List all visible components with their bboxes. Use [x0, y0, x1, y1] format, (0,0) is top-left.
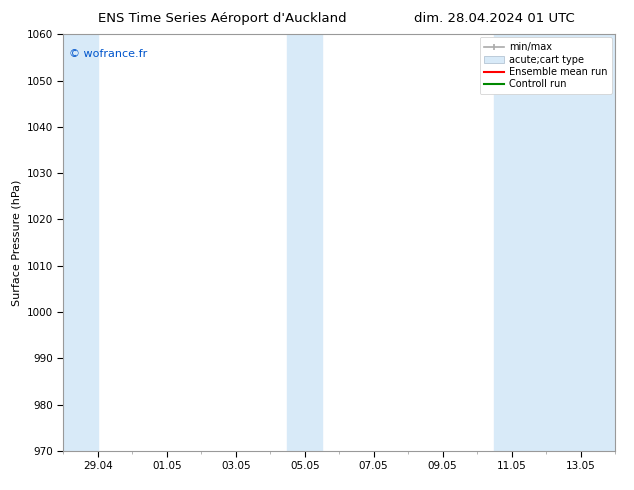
Text: dim. 28.04.2024 01 UTC: dim. 28.04.2024 01 UTC	[414, 12, 575, 25]
Text: © wofrance.fr: © wofrance.fr	[69, 49, 147, 59]
Bar	[287, 34, 322, 451]
Y-axis label: Surface Pressure (hPa): Surface Pressure (hPa)	[11, 179, 21, 306]
Legend: min/max, acute;cart type, Ensemble mean run, Controll run: min/max, acute;cart type, Ensemble mean …	[479, 37, 612, 94]
Bar	[495, 34, 615, 451]
Text: ENS Time Series Aéroport d'Auckland: ENS Time Series Aéroport d'Auckland	[98, 12, 346, 25]
Bar	[63, 34, 98, 451]
